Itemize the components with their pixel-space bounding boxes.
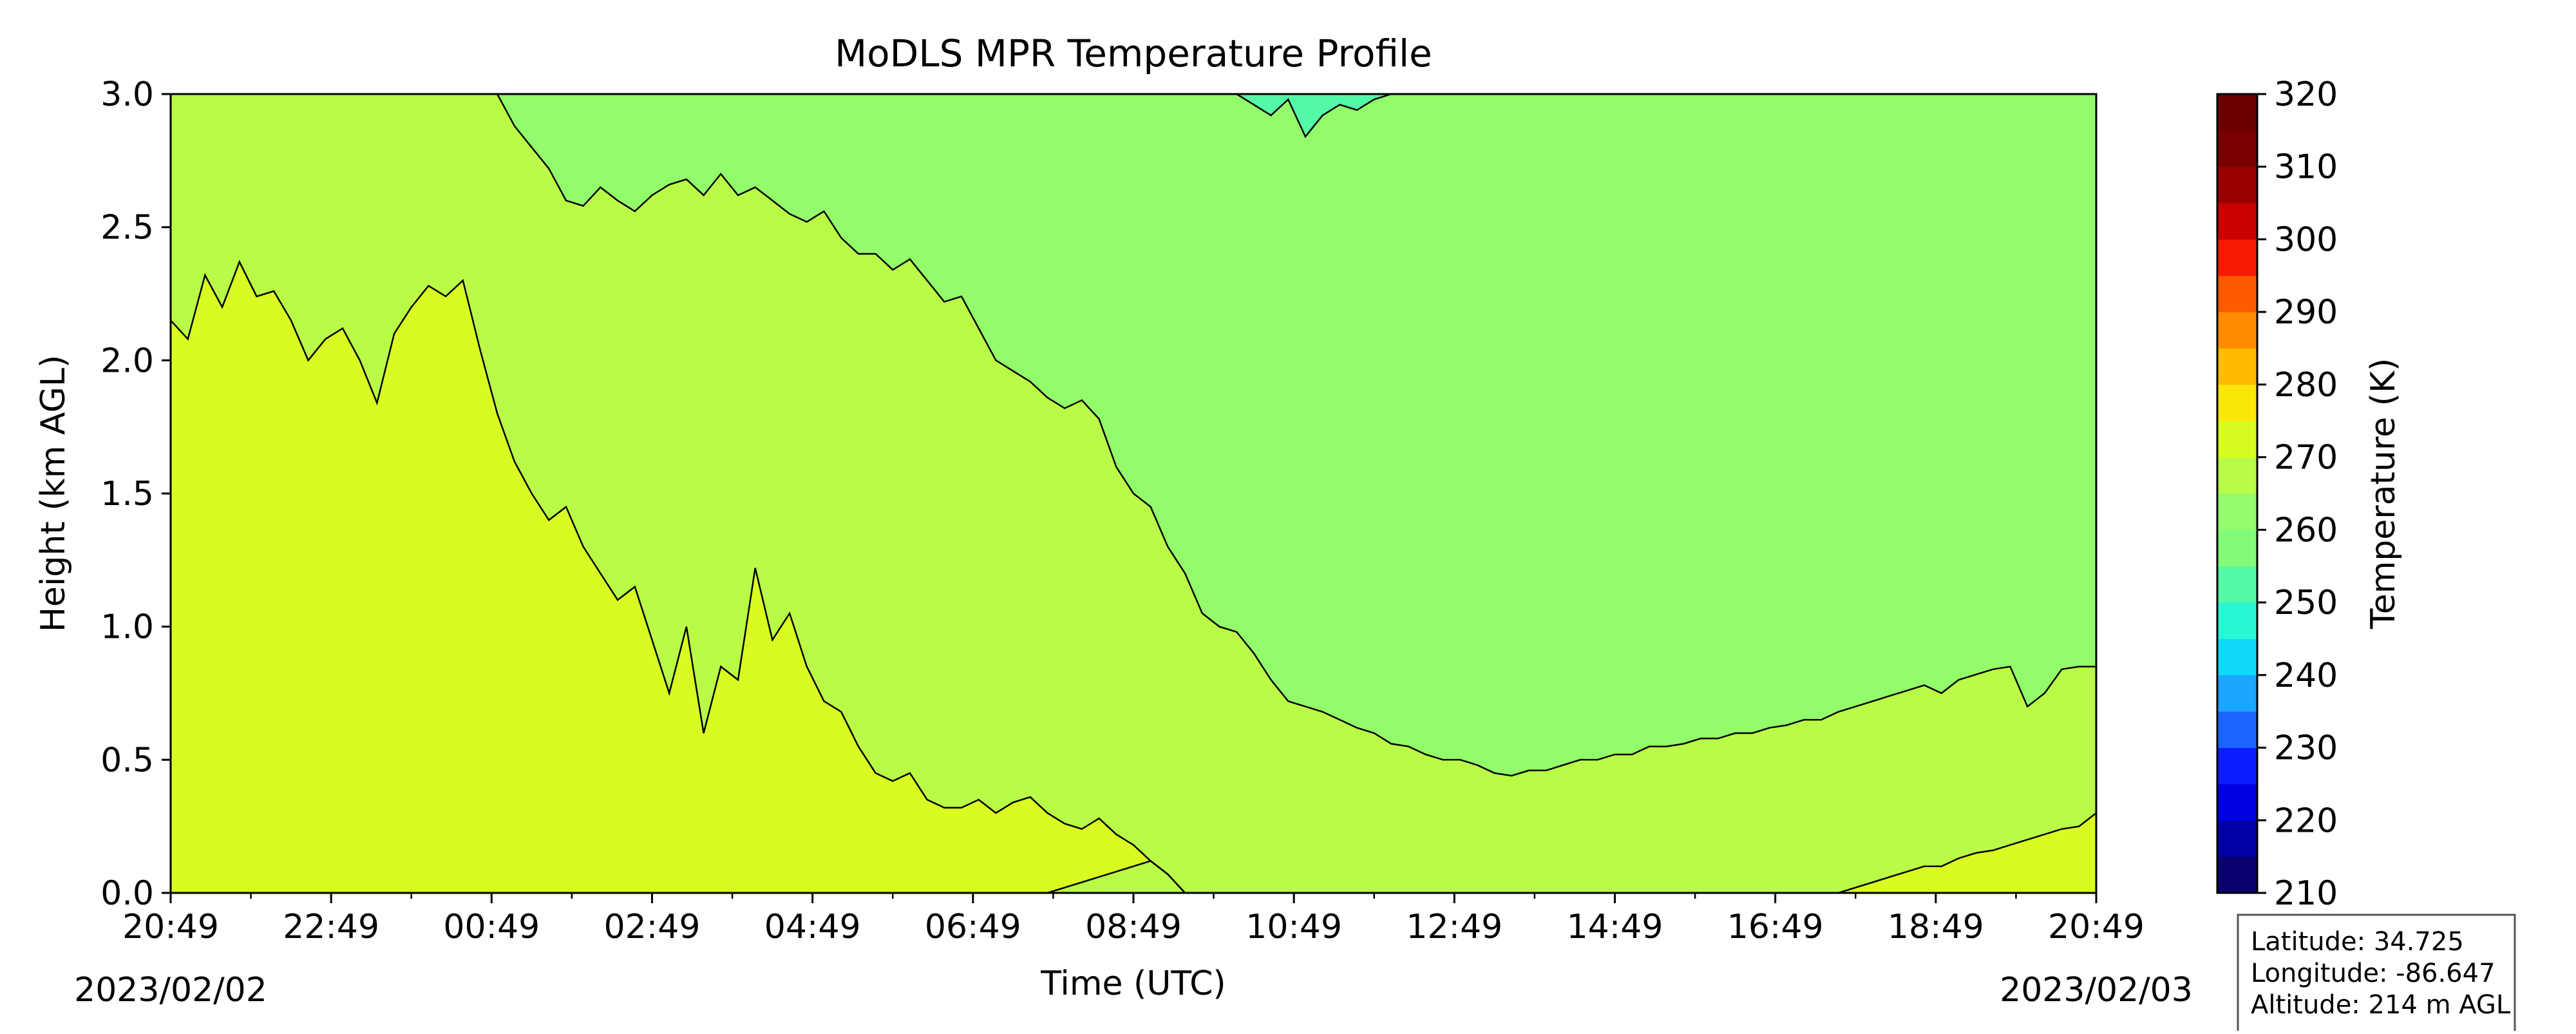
contour-line-265: [1236, 93, 1409, 139]
end-date-label: 2023/02/03: [2000, 971, 2193, 1010]
colorbar-tick-label: 250: [2274, 584, 2338, 622]
y-axis: 0.0 0.5 1.0 1.5 2.0 2.5 3.0: [100, 75, 171, 913]
contour-line-275: [170, 260, 1186, 894]
colorbar-bin: [2217, 820, 2257, 857]
x-tick-label: 02:49: [604, 908, 701, 946]
colorbar-bin: [2217, 638, 2257, 676]
info-latitude: Latitude: 34.725: [2251, 927, 2464, 957]
y-axis-label: Height (km AGL): [34, 355, 73, 632]
x-tick-label: 04:49: [764, 908, 861, 946]
colorbar-bin: [2217, 711, 2257, 749]
y-tick-label: 1.5: [100, 475, 154, 513]
y-tick-label: 0.5: [100, 741, 154, 780]
info-box-frame: [2237, 914, 2516, 1034]
colorbar-bin: [2217, 348, 2257, 385]
x-tick-label: 18:49: [1888, 908, 1984, 946]
colorbar: [2217, 94, 2257, 894]
colorbar-ticks: 210 220 230 240 250 260 270 280 290 300 310 320: [2257, 75, 2338, 913]
colorbar-tick-label: 320: [2274, 75, 2338, 114]
colorbar-bin: [2217, 566, 2257, 603]
colorbar-tick-label: 260: [2274, 511, 2338, 550]
colorbar-bin: [2217, 94, 2257, 131]
plot-area: [170, 93, 2097, 894]
colorbar-tick-label: 240: [2274, 656, 2338, 695]
contour-band-2: [171, 94, 2096, 776]
y-tick-label: 3.0: [100, 75, 154, 114]
x-tick-label: 14:49: [1567, 908, 1663, 946]
colorbar-bin: [2217, 166, 2257, 204]
x-tick-label: 10:49: [1245, 908, 1342, 946]
x-axis-label: Time (UTC): [1040, 964, 1226, 1003]
contour-line-270: [497, 93, 2096, 777]
x-tick-label: 22:49: [283, 908, 379, 946]
colorbar-bin: [2217, 312, 2257, 349]
colorbar-tick-label: 290: [2274, 293, 2338, 332]
colorbar-bin: [2217, 675, 2257, 712]
colorbar-bin: [2217, 421, 2257, 458]
info-altitude: Altitude: 214 m AGL: [2251, 990, 2511, 1020]
y-tick-label: 2.0: [100, 341, 154, 380]
x-axis: 20:49 22:49 00:49 02:49 04:49 06:49 08:49 10:49…: [122, 893, 2145, 946]
x-tick-label: 06:49: [925, 908, 1021, 946]
colorbar-tick-label: 210: [2274, 874, 2338, 913]
colorbar-bin: [2217, 384, 2257, 421]
x-tick-label: 16:49: [1727, 908, 1824, 946]
x-tick-label: 08:49: [1085, 908, 1182, 946]
colorbar-tick-label: 220: [2274, 801, 2338, 840]
contour-band-0: [171, 262, 2096, 893]
contour-line-275-lower: [1030, 860, 1186, 894]
contour-line-275-late: [1821, 812, 2097, 894]
colorbar-bin: [2217, 493, 2257, 530]
colorbar-bin: [2217, 747, 2257, 785]
colorbar-bin: [2217, 602, 2257, 639]
colorbar-tick-label: 300: [2274, 220, 2338, 259]
colorbar-bin: [2217, 239, 2257, 276]
colorbar-bin: [2217, 783, 2257, 821]
colorbar-tick-label: 280: [2274, 366, 2338, 405]
start-date-label: 2023/02/02: [74, 971, 267, 1010]
colorbar-bin: [2217, 130, 2257, 168]
colorbar-bin: [2217, 203, 2257, 240]
colorbar-tick-label: 270: [2274, 439, 2338, 477]
x-tick-label: 20:49: [122, 908, 219, 946]
colorbar-bin: [2217, 856, 2257, 894]
colorbar-bin: [2217, 457, 2257, 494]
info-longitude: Longitude: -86.647: [2251, 959, 2496, 988]
x-tick-label: 00:49: [443, 908, 540, 946]
colorbar-frame: [2216, 93, 2259, 894]
x-tick-label: 12:49: [1406, 908, 1502, 946]
y-tick-label: 1.0: [100, 608, 154, 647]
colorbar-tick-label: 230: [2274, 729, 2338, 768]
chart-title: MoDLS MPR Temperature Profile: [835, 32, 1432, 75]
x-tick-label: 20:49: [2048, 908, 2145, 946]
colorbar-bin: [2217, 275, 2257, 312]
info-box: Latitude: 34.725 Longitude: -86.647 Alti…: [2237, 914, 2516, 1034]
y-tick-label: 2.5: [100, 209, 154, 247]
colorbar-bin: [2217, 530, 2257, 567]
colorbar-tick-label: 310: [2274, 148, 2338, 187]
colorbar-label: Temperature (K): [2364, 358, 2403, 630]
y-tick-label: 0.0: [100, 874, 154, 913]
